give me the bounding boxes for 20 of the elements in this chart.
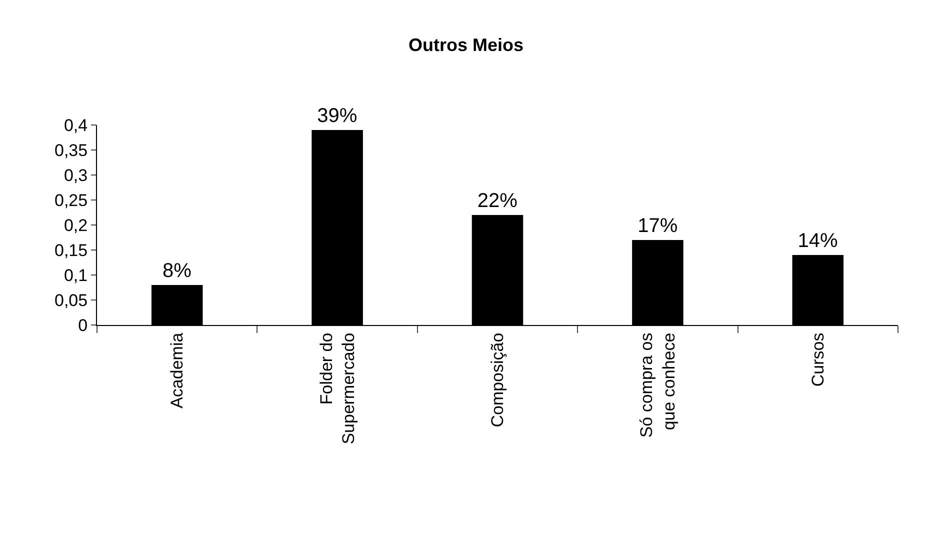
y-tick-label: 0,25 [54, 190, 88, 210]
y-tick-label: 0,3 [64, 166, 88, 185]
data-label: 14% [798, 230, 838, 252]
y-tick-label: 0,05 [54, 290, 88, 310]
chart-title: Outros Meios [408, 34, 524, 55]
y-tick-label: 0,2 [64, 216, 88, 235]
data-label: 8% [162, 260, 192, 282]
x-tick-label: Só compra os que conhece [637, 332, 678, 438]
data-label: 17% [638, 215, 678, 237]
x-tick-label: Composição [488, 332, 508, 428]
x-tick-label: Academia [168, 332, 187, 408]
data-label: 22% [477, 190, 518, 212]
data-label: 39% [317, 105, 358, 127]
x-tick-label: Cursos [808, 332, 828, 387]
y-tick-label: 0,15 [54, 240, 88, 260]
y-tick-label: 0 [78, 316, 88, 335]
y-tick-label: 0,35 [54, 140, 88, 160]
y-tick-label: 0,1 [64, 266, 88, 285]
y-tick-label: 0,4 [64, 116, 88, 135]
x-tick-label: Folder do Supermercado [316, 332, 358, 444]
